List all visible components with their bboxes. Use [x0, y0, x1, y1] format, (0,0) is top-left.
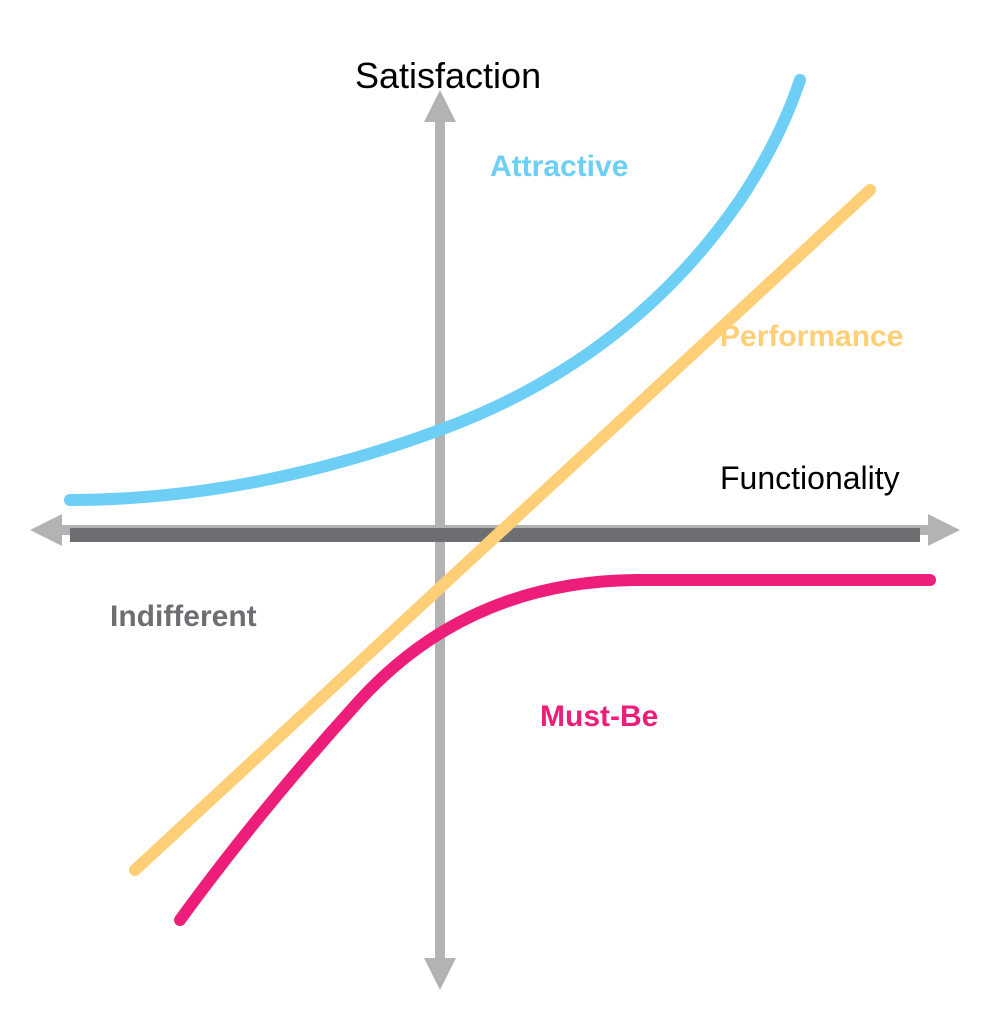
mustbe-label: Must-Be: [540, 700, 658, 734]
attractive-label: Attractive: [490, 150, 628, 184]
y-axis-label: Satisfaction: [355, 55, 541, 97]
indifferent-label: Indifferent: [110, 600, 257, 634]
x-axis-label: Functionality: [720, 460, 900, 497]
kano-diagram: Satisfaction Functionality Attractive Pe…: [0, 0, 983, 1016]
performance-label: Performance: [720, 320, 903, 354]
